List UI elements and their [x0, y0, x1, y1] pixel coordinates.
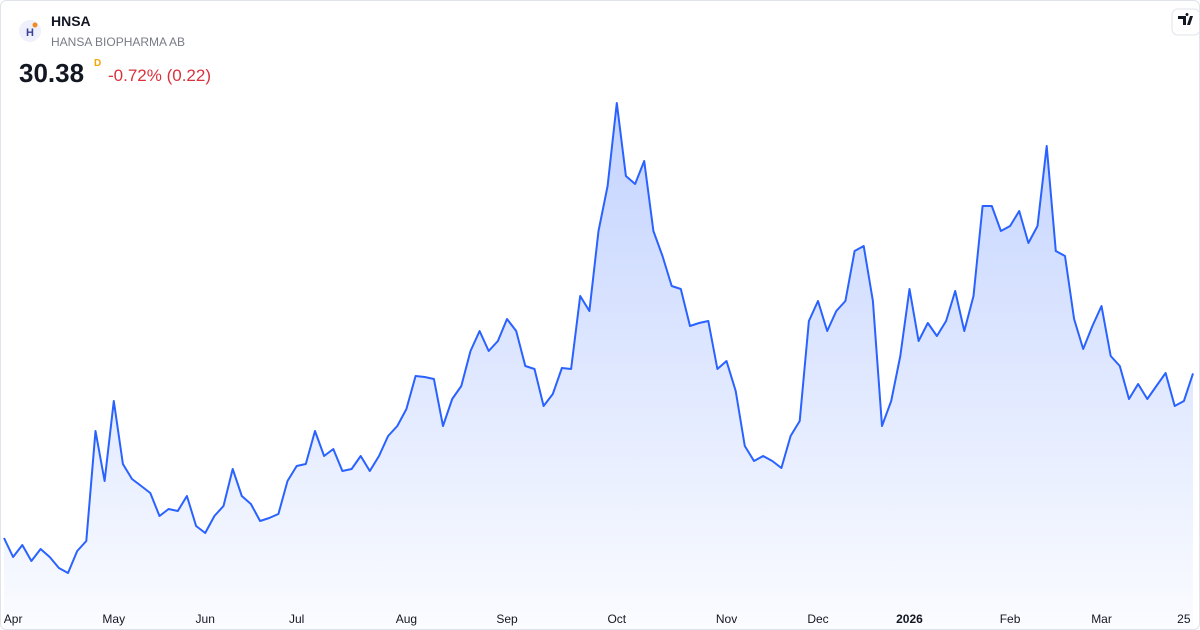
- x-tick-label: Jul: [289, 612, 304, 626]
- x-tick-label: Jun: [196, 612, 215, 626]
- x-tick-label: Mar: [1091, 612, 1112, 626]
- x-tick-label: Sep: [496, 612, 518, 626]
- x-tick-label: Oct: [607, 612, 626, 626]
- company-name: HANSA BIOPHARMA AB: [51, 35, 185, 49]
- svg-text:H: H: [26, 27, 34, 39]
- x-tick-label: Nov: [716, 612, 737, 626]
- interval: D: [94, 58, 101, 69]
- x-tick-label: Feb: [1000, 612, 1021, 626]
- area-fill: [4, 103, 1193, 629]
- x-tick-label: May: [102, 612, 125, 626]
- x-tick-label: Dec: [807, 612, 828, 626]
- x-tick-label: Apr: [4, 612, 23, 626]
- x-tick-label: Aug: [396, 612, 417, 626]
- symbol-logo: H: [19, 20, 41, 42]
- last-price: 30.38: [19, 58, 84, 88]
- tradingview-logo[interactable]: [1171, 8, 1199, 36]
- price-line: [3, 102, 1194, 574]
- x-tick-label: 25: [1177, 612, 1191, 626]
- price-change: -0.72% (0.22): [108, 66, 211, 85]
- x-tick-label: 2026: [896, 612, 923, 626]
- symbol: HNSA: [51, 13, 91, 29]
